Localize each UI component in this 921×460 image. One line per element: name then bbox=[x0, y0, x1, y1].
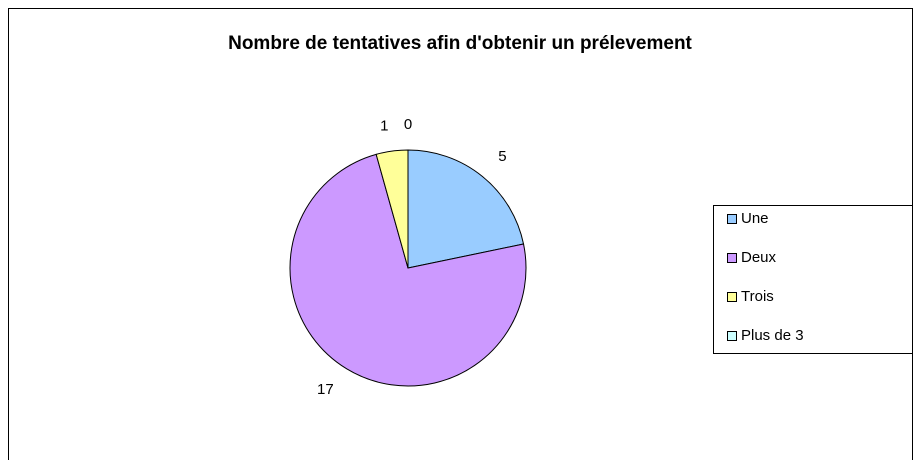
legend: Une Deux Trois Plus de 3 bbox=[727, 210, 804, 344]
data-label: 0 bbox=[404, 116, 412, 133]
legend-label: Deux bbox=[741, 249, 777, 266]
legend-swatch bbox=[727, 253, 737, 263]
data-label: 1 bbox=[380, 117, 388, 134]
legend-label: Une bbox=[741, 210, 769, 227]
chart-title: Nombre de tentatives afin d'obtenir un p… bbox=[228, 33, 692, 54]
pie-slice bbox=[407, 149, 525, 269]
legend-label: Plus de 3 bbox=[741, 327, 804, 344]
legend-swatch bbox=[727, 331, 737, 341]
data-label: 17 bbox=[317, 381, 334, 398]
legend-swatch bbox=[727, 214, 737, 224]
legend-swatch bbox=[727, 292, 737, 302]
legend-label: Trois bbox=[741, 288, 774, 305]
pie bbox=[289, 149, 527, 387]
pie-slice bbox=[289, 153, 527, 387]
data-label: 5 bbox=[498, 148, 506, 165]
legend-box bbox=[713, 205, 913, 354]
